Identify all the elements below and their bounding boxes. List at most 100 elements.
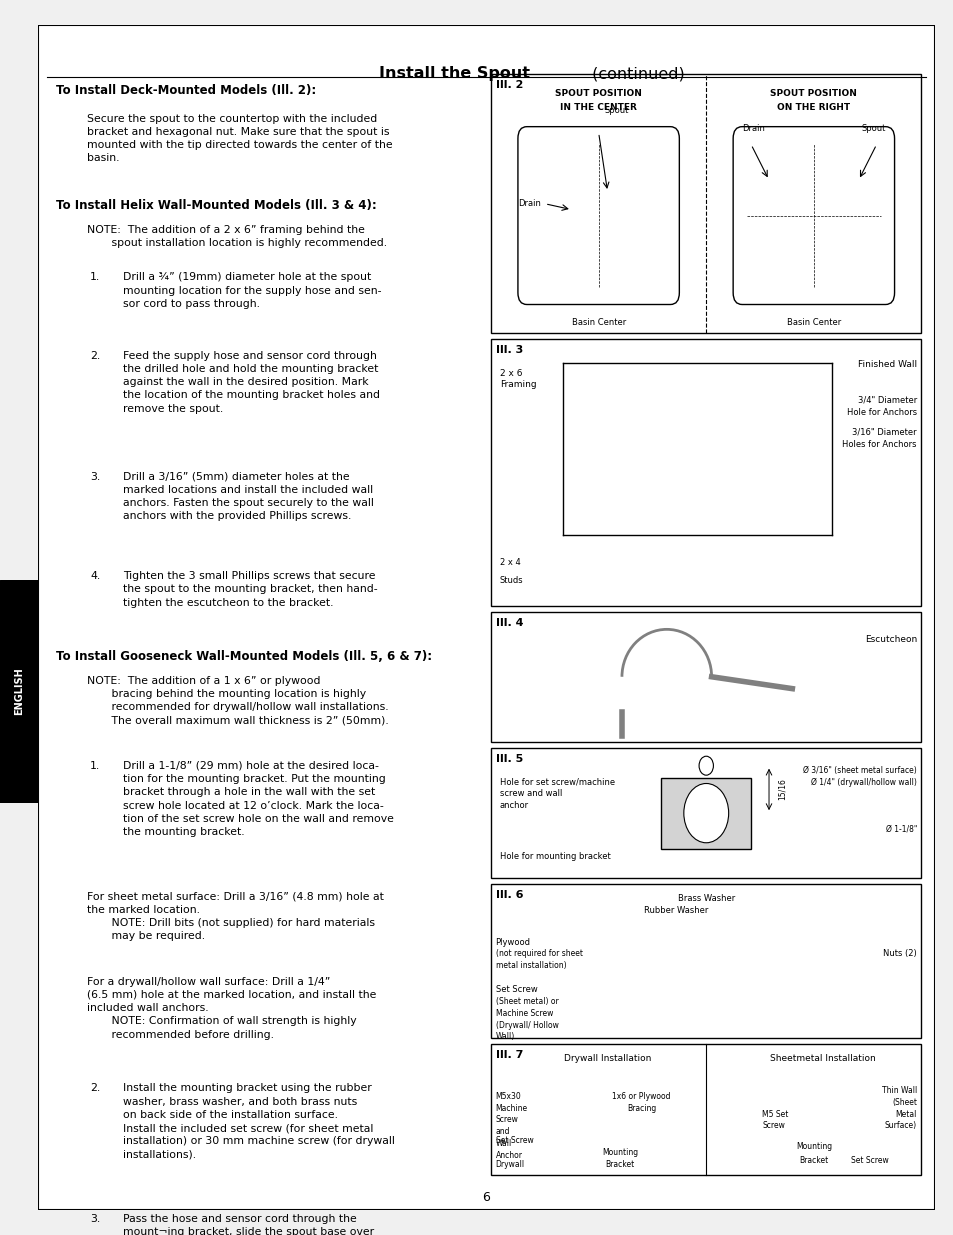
Text: Brass Washer: Brass Washer bbox=[677, 894, 734, 903]
Text: 3.: 3. bbox=[91, 472, 100, 482]
Text: Wall: Wall bbox=[495, 1139, 511, 1149]
Text: anchor: anchor bbox=[499, 802, 529, 810]
Text: (Sheet metal) or: (Sheet metal) or bbox=[495, 997, 558, 1005]
Text: Ill. 2: Ill. 2 bbox=[495, 80, 522, 90]
Text: M5 Set: M5 Set bbox=[761, 1109, 788, 1119]
Text: Wall): Wall) bbox=[495, 1032, 515, 1041]
Text: Drain: Drain bbox=[517, 199, 540, 209]
Bar bbox=[491, 1045, 921, 1174]
Text: metal installation): metal installation) bbox=[495, 961, 565, 971]
Text: Metal: Metal bbox=[895, 1109, 916, 1119]
Text: 3/16" Diameter: 3/16" Diameter bbox=[851, 427, 916, 437]
Text: Ill. 6: Ill. 6 bbox=[495, 890, 522, 900]
Text: To Install Deck-Mounted Models (Ill. 2):: To Install Deck-Mounted Models (Ill. 2): bbox=[56, 84, 316, 98]
Text: ON THE RIGHT: ON THE RIGHT bbox=[777, 103, 849, 112]
Text: 2 x 4: 2 x 4 bbox=[499, 558, 520, 567]
Text: To Install Helix Wall-Mounted Models (Ill. 3 & 4):: To Install Helix Wall-Mounted Models (Il… bbox=[56, 199, 376, 212]
Text: Escutcheon: Escutcheon bbox=[863, 635, 916, 645]
Text: Basin Center: Basin Center bbox=[786, 319, 841, 327]
Text: (Drywall/ Hollow: (Drywall/ Hollow bbox=[495, 1020, 558, 1030]
Text: Drill a 1-1/8” (29 mm) hole at the desired loca-
tion for the mounting bracket. : Drill a 1-1/8” (29 mm) hole at the desir… bbox=[123, 761, 394, 837]
Text: Screw: Screw bbox=[495, 1115, 517, 1124]
Text: (continued): (continued) bbox=[586, 67, 684, 82]
Text: Ill. 7: Ill. 7 bbox=[495, 1050, 522, 1060]
Text: Drain: Drain bbox=[741, 124, 764, 132]
Text: Install the mounting bracket using the rubber
washer, brass washer, and both bra: Install the mounting bracket using the r… bbox=[123, 1083, 395, 1160]
Text: Ø 3/16" (sheet metal surface): Ø 3/16" (sheet metal surface) bbox=[802, 766, 916, 774]
Text: Bracket: Bracket bbox=[605, 1160, 634, 1168]
Text: IN THE CENTER: IN THE CENTER bbox=[559, 103, 637, 112]
Text: Spout: Spout bbox=[604, 106, 628, 115]
Text: Set Screw: Set Screw bbox=[495, 1136, 533, 1145]
Text: 6: 6 bbox=[482, 1192, 490, 1204]
Text: Set Screw: Set Screw bbox=[850, 1156, 888, 1166]
Text: Bracing: Bracing bbox=[626, 1104, 656, 1113]
Text: Hole for Anchors: Hole for Anchors bbox=[846, 408, 916, 416]
Text: NOTE:  The addition of a 2 x 6” framing behind the
       spout installation loc: NOTE: The addition of a 2 x 6” framing b… bbox=[88, 225, 387, 248]
Bar bbox=[491, 74, 921, 333]
Text: 2.: 2. bbox=[91, 1083, 100, 1093]
Text: Mounting: Mounting bbox=[601, 1149, 638, 1157]
Text: M5x30: M5x30 bbox=[495, 1092, 520, 1100]
Text: Install the Spout: Install the Spout bbox=[378, 67, 529, 82]
Text: Ill. 4: Ill. 4 bbox=[495, 618, 522, 627]
Text: 4.: 4. bbox=[91, 572, 100, 582]
Text: Studs: Studs bbox=[499, 576, 523, 585]
Text: 3.: 3. bbox=[91, 1214, 100, 1224]
Text: 15/16: 15/16 bbox=[778, 778, 786, 800]
Bar bbox=[491, 748, 921, 878]
Text: Anchor: Anchor bbox=[495, 1151, 522, 1160]
Text: Finished Wall: Finished Wall bbox=[857, 361, 916, 369]
Text: Feed the supply hose and sensor cord through
the drilled hole and hold the mount: Feed the supply hose and sensor cord thr… bbox=[123, 351, 380, 414]
Text: Hole for set screw/machine: Hole for set screw/machine bbox=[499, 778, 615, 787]
Circle shape bbox=[699, 756, 713, 776]
Bar bbox=[491, 338, 921, 605]
Text: Secure the spout to the countertop with the included
bracket and hexagonal nut. : Secure the spout to the countertop with … bbox=[88, 114, 393, 163]
Bar bbox=[660, 778, 750, 848]
Text: 1x6 or Plywood: 1x6 or Plywood bbox=[612, 1092, 670, 1100]
Text: Surface): Surface) bbox=[884, 1121, 916, 1130]
Text: Bracket: Bracket bbox=[799, 1156, 827, 1166]
Text: 1.: 1. bbox=[91, 273, 100, 283]
Text: 2.: 2. bbox=[91, 351, 100, 361]
Text: Pass the hose and sensor cord through the
mount¬ing bracket, slide the spout bas: Pass the hose and sensor cord through th… bbox=[123, 1214, 384, 1235]
Text: Machine: Machine bbox=[495, 1104, 527, 1113]
Bar bbox=[491, 611, 921, 742]
Text: Holes for Anchors: Holes for Anchors bbox=[841, 440, 916, 448]
Text: Drywall: Drywall bbox=[495, 1160, 524, 1168]
Text: Drywall Installation: Drywall Installation bbox=[563, 1053, 650, 1063]
Text: 2 x 6: 2 x 6 bbox=[499, 368, 522, 378]
FancyBboxPatch shape bbox=[732, 127, 894, 305]
Text: 1.: 1. bbox=[91, 761, 100, 771]
Text: Ill. 5: Ill. 5 bbox=[495, 753, 522, 763]
Text: 3/4" Diameter: 3/4" Diameter bbox=[857, 395, 916, 405]
Text: Hole for mounting bracket: Hole for mounting bracket bbox=[499, 852, 610, 861]
Text: Drill a ¾” (19mm) diameter hole at the spout
mounting location for the supply ho: Drill a ¾” (19mm) diameter hole at the s… bbox=[123, 273, 381, 309]
Text: Screw: Screw bbox=[761, 1121, 784, 1130]
Text: To Install Gooseneck Wall-Mounted Models (Ill. 5, 6 & 7):: To Install Gooseneck Wall-Mounted Models… bbox=[56, 650, 432, 662]
Text: Ø 1-1/8": Ø 1-1/8" bbox=[884, 825, 916, 834]
Text: NOTE:  The addition of a 1 x 6” or plywood
       bracing behind the mounting lo: NOTE: The addition of a 1 x 6” or plywoo… bbox=[88, 676, 389, 725]
Text: Machine Screw: Machine Screw bbox=[495, 1009, 553, 1018]
Text: Ill. 3: Ill. 3 bbox=[495, 345, 522, 354]
Bar bbox=[491, 884, 921, 1039]
Text: Mounting: Mounting bbox=[795, 1142, 831, 1151]
Text: Basin Center: Basin Center bbox=[571, 319, 625, 327]
Text: (not required for sheet: (not required for sheet bbox=[495, 950, 582, 958]
Text: For a drywall/hollow wall surface: Drill a 1/4”
(6.5 mm) hole at the marked loca: For a drywall/hollow wall surface: Drill… bbox=[88, 977, 376, 1040]
Text: For sheet metal surface: Drill a 3/16” (4.8 mm) hole at
the marked location.
   : For sheet metal surface: Drill a 3/16” (… bbox=[88, 892, 384, 941]
Text: ENGLISH: ENGLISH bbox=[14, 668, 24, 715]
Text: Spout: Spout bbox=[861, 124, 884, 132]
Text: SPOUT POSITION: SPOUT POSITION bbox=[770, 89, 857, 98]
Text: Rubber Washer: Rubber Washer bbox=[643, 905, 707, 915]
Circle shape bbox=[683, 783, 728, 842]
Text: (Sheet: (Sheet bbox=[891, 1098, 916, 1107]
Text: Thin Wall: Thin Wall bbox=[881, 1086, 916, 1094]
Text: screw and wall: screw and wall bbox=[499, 789, 561, 798]
Text: Set Screw: Set Screw bbox=[495, 986, 537, 994]
Text: Nuts (2): Nuts (2) bbox=[882, 950, 916, 958]
Text: Framing: Framing bbox=[499, 380, 536, 389]
Text: and: and bbox=[495, 1128, 510, 1136]
Text: Plywood: Plywood bbox=[495, 937, 530, 946]
Text: Tighten the 3 small Phillips screws that secure
the spout to the mounting bracke: Tighten the 3 small Phillips screws that… bbox=[123, 572, 377, 608]
